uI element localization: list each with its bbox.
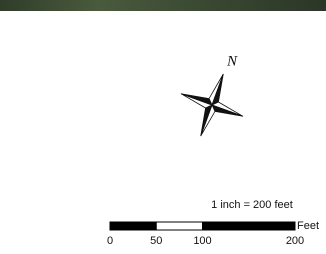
scale-label: 100 (193, 235, 211, 247)
aerial-image-edge (0, 0, 326, 11)
north-arrow (170, 63, 255, 148)
map-fragment: N 1 inch = 200 feet Feet 0 50 100 200 (0, 0, 326, 254)
scale-label: 0 (107, 235, 113, 247)
scale-segment (110, 222, 156, 230)
scale-unit: Feet (297, 220, 319, 232)
scale-text: 1 inch = 200 feet (211, 199, 293, 211)
scale-label: 200 (286, 235, 304, 247)
north-label: N (226, 53, 238, 69)
scale-label: 50 (150, 235, 162, 247)
scale-segment (156, 222, 202, 230)
scale-segment (203, 222, 296, 230)
